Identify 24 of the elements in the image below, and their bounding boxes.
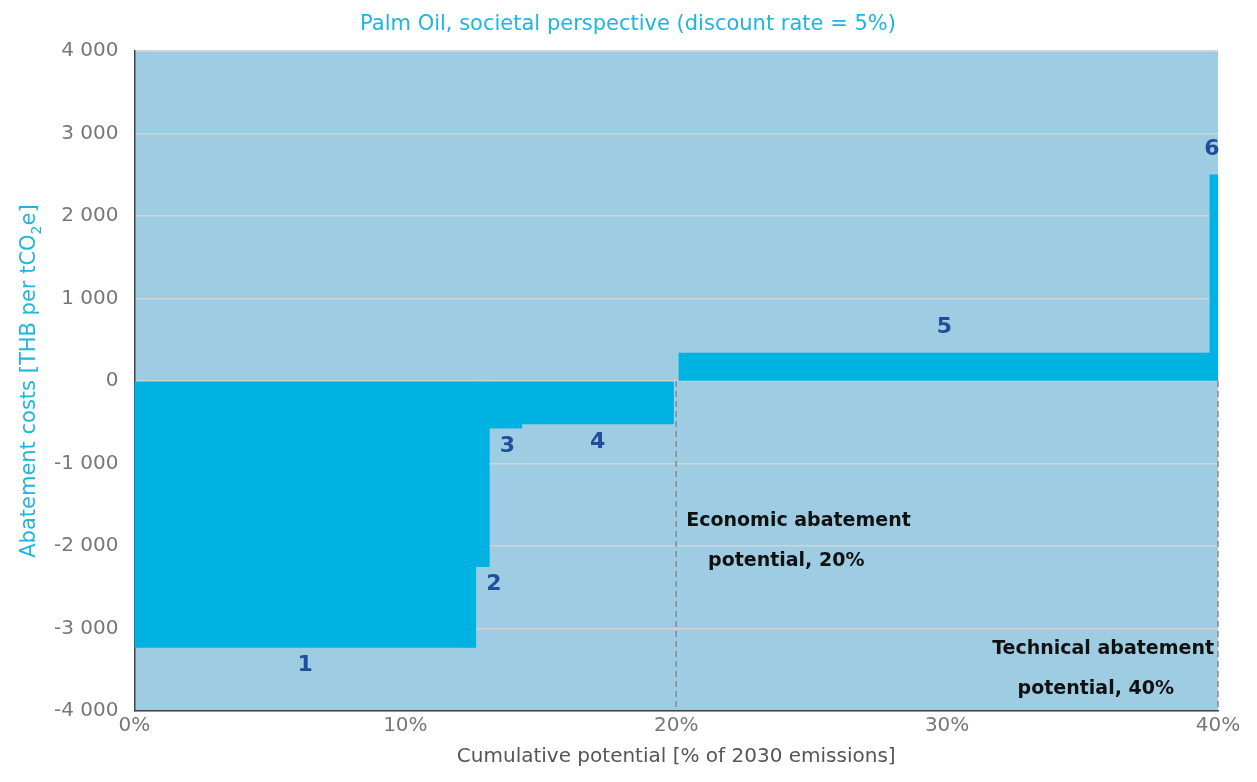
y-tick-label: 1 000: [61, 284, 119, 309]
ref-line-label: Economic abatement potential, 20%: [686, 508, 911, 571]
annotation: 3: [499, 431, 515, 457]
y-tick-label: -1 000: [53, 449, 119, 474]
annotation: 1: [297, 651, 313, 677]
annotation: 4: [590, 427, 606, 453]
y-tick-label: 0: [105, 367, 119, 392]
x-axis-title: Cumulative potential [% of 2030 emissions]: [456, 743, 896, 768]
annotation: 2: [486, 570, 502, 596]
y-tick-label: -3 000: [53, 614, 119, 639]
y-tick-label: -4 000: [53, 697, 119, 722]
x-tick-label: 30%: [924, 712, 970, 737]
x-tick-label: 10%: [383, 712, 428, 737]
x-tick-label: 40%: [1195, 712, 1241, 737]
y-axis-title: Abatement costs [THB per tCO2e]: [16, 204, 44, 558]
ref-line-label: Technical abatement potential, 40%: [992, 636, 1214, 699]
y-tick-label: 3 000: [61, 119, 119, 144]
x-tick-label: 20%: [654, 712, 699, 737]
chart-title: Palm Oil, societal perspective (discount rate = 5%): [360, 11, 896, 36]
x-tick-label: 0%: [118, 712, 151, 737]
y-tick-label: 4 000: [61, 37, 119, 62]
y-tick-label: -2 000: [53, 532, 119, 557]
annotation: 5: [936, 312, 953, 338]
y-tick-label: 2 000: [61, 202, 119, 227]
